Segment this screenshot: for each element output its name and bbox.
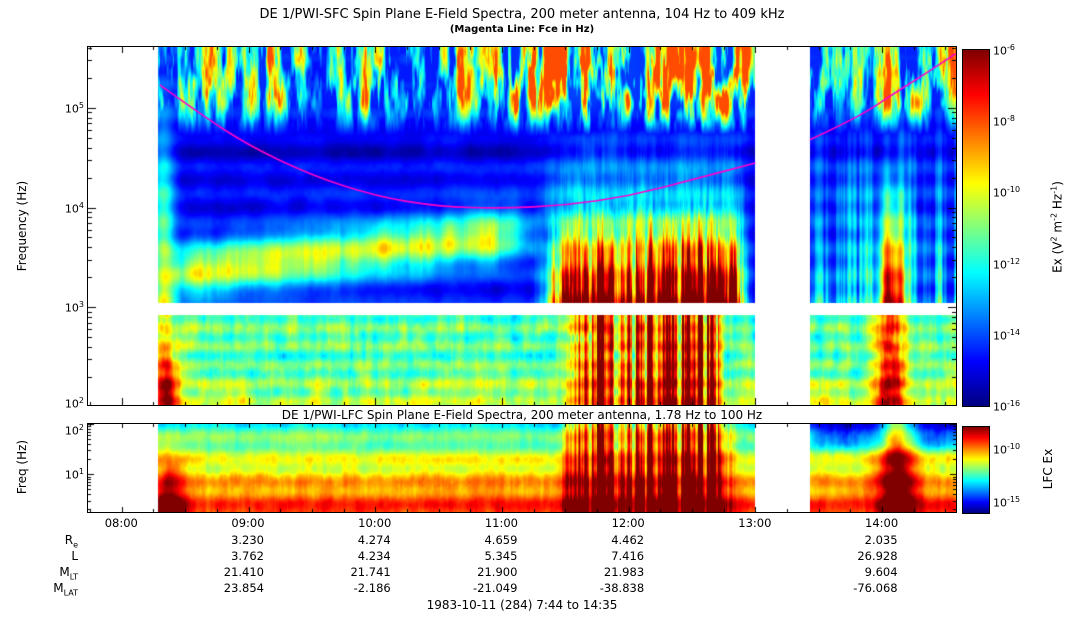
sfc-colorbar — [962, 49, 990, 407]
sfc-colorbar-tick-label: 10-8 — [993, 114, 1015, 129]
sfc-y-axis-label: Frequency (Hz) — [15, 180, 29, 272]
ephemeris-value: 3.762 — [231, 549, 264, 563]
sfc-colorbar-canvas — [963, 50, 989, 406]
ephemeris-row-label: MLT — [59, 565, 78, 582]
ephemeris-value: 26.928 — [857, 549, 898, 563]
sfc-plot-area — [87, 46, 957, 406]
sfc-ytick-label: 102 — [64, 396, 84, 411]
lfc-spectrogram-canvas — [88, 424, 956, 512]
lfc-plot-area — [87, 423, 957, 513]
lfc-y-axis-label: Freq (Hz) — [15, 439, 29, 495]
xtick-label: 08:00 — [104, 516, 138, 530]
xtick-label: 14:00 — [865, 516, 899, 530]
xtick-label: 09:00 — [231, 516, 265, 530]
xtick-label: 13:00 — [738, 516, 772, 530]
lfc-colorbar-tick-label: 10-10 — [993, 441, 1021, 457]
ephemeris-value: 2.035 — [864, 533, 898, 547]
sfc-subtitle: (Magenta Line: Fce in Hz) — [449, 24, 595, 35]
xtick-label: 11:00 — [484, 516, 518, 530]
ephemeris-value: -2.186 — [353, 581, 391, 595]
sfc-colorbar-tick-label: 10-10 — [993, 185, 1021, 201]
ephemeris-value: 4.274 — [357, 533, 391, 547]
sfc-ytick-label: 103 — [64, 300, 84, 315]
ephemeris-value: 3.230 — [231, 533, 264, 547]
ephemeris-value: 9.604 — [864, 565, 898, 579]
sfc-colorbar-tick-label: 10-6 — [993, 43, 1015, 58]
lfc-colorbar — [962, 426, 990, 514]
ephemeris-value: 21.900 — [477, 565, 518, 579]
sfc-colorbar-label: Ex (V2 m-2 Hz-1) — [1049, 181, 1065, 273]
ephemeris-row-label: Re — [64, 533, 78, 550]
ephemeris-value: 21.410 — [223, 565, 264, 579]
ephemeris-value: -21.049 — [473, 581, 518, 595]
sfc-ytick-label: 104 — [64, 200, 84, 216]
lfc-ytick-label: 102 — [64, 423, 84, 438]
ephemeris-value: -38.838 — [599, 581, 645, 595]
ephemeris-value: 4.234 — [357, 549, 391, 563]
ephemeris-value: 4.659 — [484, 533, 518, 547]
ephemeris-row-label: MLAT — [53, 581, 78, 598]
ephemeris-value: 7.416 — [611, 549, 645, 563]
lfc-colorbar-label: LFC Ex — [1041, 448, 1055, 490]
sfc-ytick-label: 105 — [64, 100, 84, 116]
lfc-colorbar-tick-label: 10-15 — [993, 495, 1021, 510]
lfc-ytick-label: 101 — [64, 467, 84, 482]
ephemeris-value: 23.854 — [223, 581, 264, 595]
sfc-colorbar-tick-label: 10-16 — [993, 399, 1021, 414]
sfc-title: DE 1/PWI-SFC Spin Plane E-Field Spectra,… — [259, 7, 785, 22]
sfc-spectrogram-canvas — [88, 47, 956, 405]
ephemeris-value: 4.462 — [611, 533, 645, 547]
lfc-title: DE 1/PWI-LFC Spin Plane E-Field Spectra,… — [281, 408, 763, 422]
xtick-label: 10:00 — [358, 516, 392, 530]
figure-footer: 1983-10-11 (284) 7:44 to 14:35 — [426, 598, 618, 612]
sfc-colorbar-tick-label: 10-12 — [993, 256, 1021, 272]
ephemeris-value: 5.345 — [484, 549, 518, 563]
xtick-label: 12:00 — [611, 516, 645, 530]
ephemeris-value: 21.741 — [350, 565, 391, 579]
ephemeris-row-label: L — [71, 549, 78, 563]
ephemeris-value: -76.068 — [853, 581, 898, 595]
ephemeris-value: 21.983 — [603, 565, 645, 579]
sfc-colorbar-tick-label: 10-14 — [993, 327, 1021, 343]
lfc-colorbar-canvas — [963, 427, 989, 513]
